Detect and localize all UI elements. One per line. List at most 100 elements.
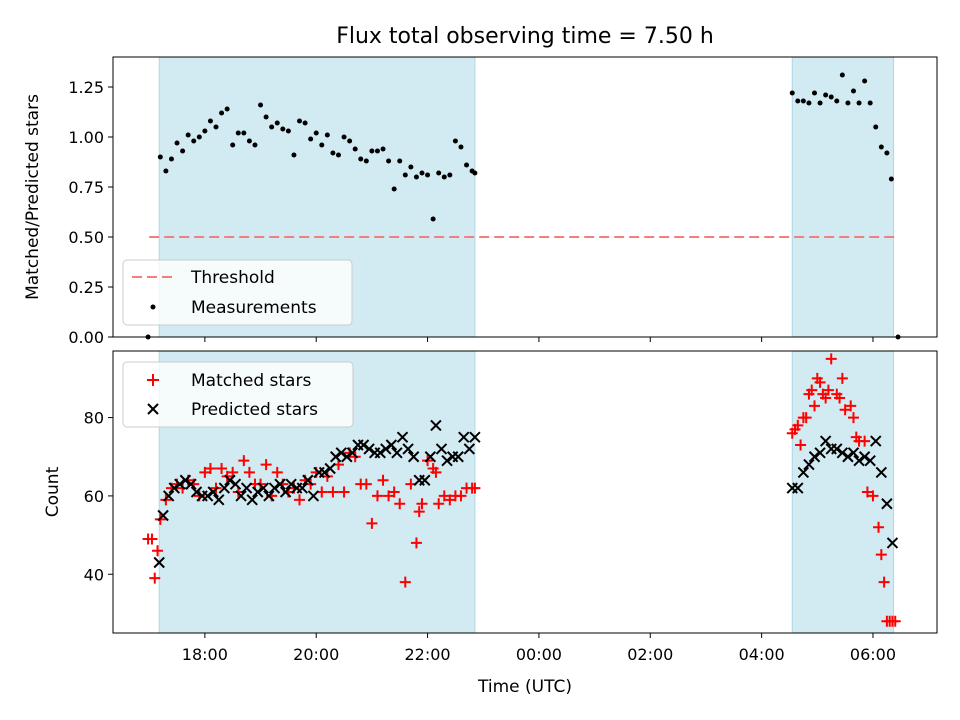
measurement-point (291, 152, 297, 158)
predicted-star-point (285, 478, 297, 490)
measurement-point (386, 158, 392, 164)
predicted-star-point (396, 431, 409, 443)
matched-star-point (271, 466, 283, 478)
predicted-star-point (268, 482, 281, 494)
predicted-star-point (842, 451, 854, 463)
matched-star-point (433, 498, 445, 510)
predicted-star-point (458, 431, 470, 443)
predicted-star-point (279, 486, 292, 498)
matched-star-point (294, 494, 306, 506)
matched-star-point (469, 482, 481, 494)
matched-star-point (822, 384, 834, 396)
predicted-star-point (162, 490, 175, 502)
matched-star-point (878, 576, 890, 588)
ratio-y-ticks: 0.00 0.25 0.50 0.75 1.00 1.25 (68, 78, 113, 347)
predicted-star-point (218, 482, 231, 494)
matched-star-point (152, 545, 164, 557)
matched-star-point (204, 463, 216, 474)
measurement-point (789, 90, 795, 96)
count-y-axis-label: Count (43, 466, 63, 517)
matched-star-point (410, 537, 422, 549)
measurement-point (452, 138, 458, 144)
measurement-point (174, 140, 180, 146)
measurement-point (246, 138, 252, 144)
predicted-star-point (190, 486, 203, 498)
matched-star-point (260, 459, 272, 471)
predicted-star-point (886, 537, 899, 549)
predicted-star-point (240, 482, 253, 494)
predicted-star-point (380, 443, 392, 455)
measurement-point (191, 138, 197, 144)
measurement-point (413, 174, 419, 180)
x-tick-label: 00:00 (516, 645, 562, 664)
measurement-point (285, 128, 291, 134)
matched-star-point (383, 490, 395, 502)
matched-star-point (238, 455, 250, 467)
measurement-point (795, 98, 801, 104)
matched-star-point (149, 572, 161, 584)
matched-star-point (875, 549, 887, 561)
measurement-point (319, 142, 325, 148)
predicted-star-point (179, 474, 192, 486)
matched-star-point (792, 419, 804, 431)
matched-star-point (839, 404, 851, 416)
measurement-point (235, 130, 241, 136)
count-y-tick-label: 60 (84, 487, 104, 506)
predicted-star-point (229, 478, 242, 490)
predicted-star-point (307, 490, 320, 502)
predicted-star-point (263, 490, 275, 502)
measurement-point (458, 144, 464, 150)
matched-legend-label: Matched stars (191, 371, 311, 391)
measurement-point (806, 100, 812, 106)
matched-star-point (847, 412, 859, 424)
ratio-y-tick-label: 0.50 (68, 228, 104, 247)
predicted-star-point (329, 451, 342, 463)
measurement-point (230, 142, 236, 148)
matched-star-point (366, 517, 378, 529)
measurement-point (397, 158, 403, 164)
matched-star-point (416, 498, 428, 510)
count-y-tick-label: 40 (84, 565, 104, 584)
matched-star-point (243, 466, 255, 478)
matched-star-point (834, 392, 846, 404)
measurement-point (297, 118, 303, 124)
measurement-point (263, 114, 269, 120)
predicted-star-point (808, 451, 821, 463)
ratio-y-tick-label: 0.00 (68, 328, 104, 347)
predicted-star-point (792, 482, 804, 494)
predicted-star-point (363, 443, 375, 455)
predicted-star-point (870, 435, 882, 447)
predicted-star-point (185, 478, 197, 490)
predicted-star-point (174, 478, 186, 490)
measurement-point (313, 130, 319, 136)
count-legend: Matched stars Predicted stars (122, 361, 354, 428)
predicted-star-point (274, 478, 286, 490)
count-points-layer (142, 353, 901, 627)
predicted-star-point (357, 439, 370, 451)
matched-star-point (455, 490, 467, 502)
measurement-point (856, 100, 862, 106)
ratio-x-ticks (204, 337, 874, 342)
predicted-star-point (875, 466, 888, 479)
ratio-panel: 0.00 0.25 0.50 0.75 1.00 1.25 Matched/Predict… (23, 56, 938, 347)
predicted-stars-series (153, 419, 899, 569)
predicted-star-point (168, 482, 180, 494)
x-axis-label: Time (UTC) (477, 677, 572, 697)
predicted-star-point (213, 494, 225, 506)
predicted-star-point (385, 439, 398, 451)
matched-legend-swatch (147, 374, 159, 386)
measurement-point (207, 118, 213, 124)
measurement-point (308, 136, 314, 142)
ratio-y-tick-label: 1.25 (68, 78, 104, 97)
predicted-star-point (881, 498, 893, 510)
predicted-star-point (469, 431, 481, 443)
matched-star-point (867, 490, 879, 502)
ratio-y-tick-label: 0.75 (68, 178, 104, 197)
predicted-star-point (207, 486, 219, 498)
matched-star-point (859, 435, 871, 447)
predicted-star-point (318, 466, 331, 479)
predicted-star-point (803, 458, 815, 471)
matched-star-point (371, 490, 383, 502)
measurement-point (867, 100, 873, 106)
ratio-legend: Threshold Measurements (122, 259, 353, 326)
